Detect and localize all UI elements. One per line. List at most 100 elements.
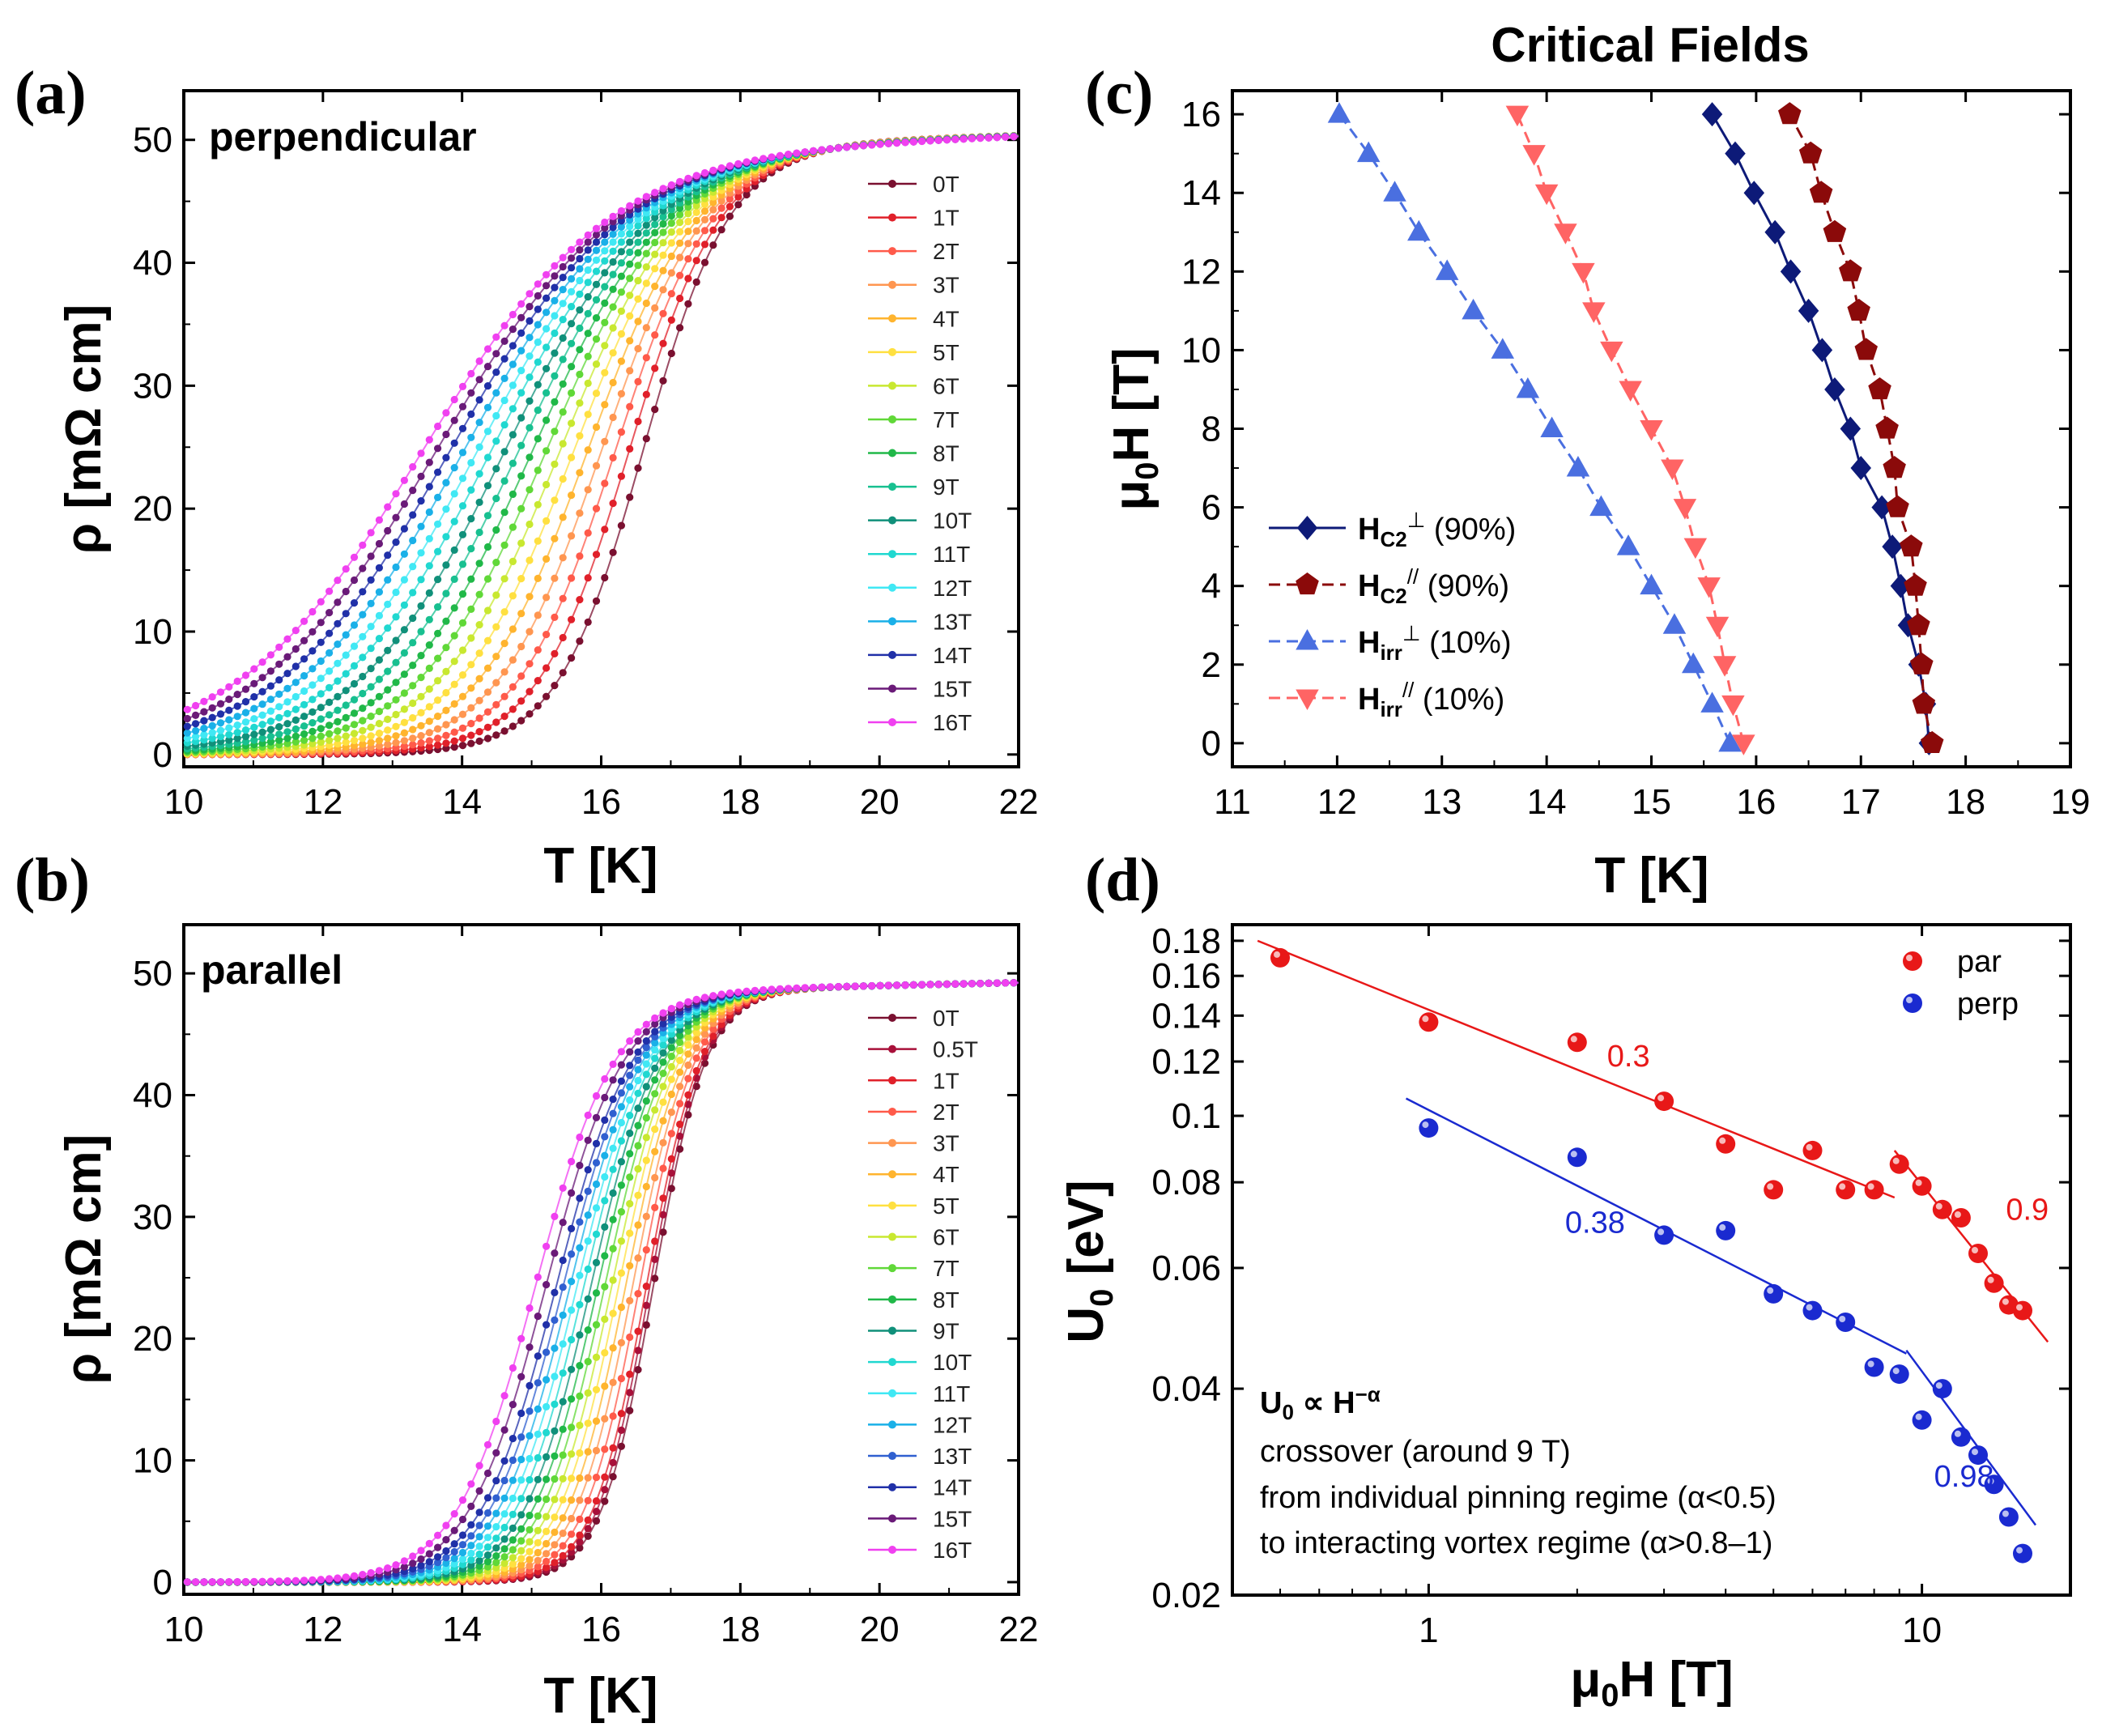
- data-point-8T: [508, 490, 517, 499]
- data-point-7T: [517, 1537, 526, 1545]
- data-point-16T: [266, 1577, 274, 1585]
- x-tick-label: 18: [721, 782, 760, 822]
- data-point-7T: [651, 1090, 659, 1098]
- data-point-14T: [609, 1096, 617, 1104]
- data-point-6T: [392, 710, 400, 719]
- data-point-9T: [241, 738, 250, 746]
- data-point-12T: [584, 1211, 592, 1219]
- x-tick-label: 10: [164, 782, 204, 822]
- data-point-11T: [592, 267, 601, 275]
- data-point-9T: [526, 423, 534, 432]
- data-point-5T: [508, 1560, 517, 1568]
- data-point-15T: [551, 1249, 559, 1257]
- data-point-hc2perp: [1840, 416, 1862, 441]
- data-point-1T: [601, 1473, 609, 1481]
- data-point-15T: [334, 598, 342, 606]
- data-point-0T: [592, 597, 601, 605]
- data-point-7T: [559, 1451, 567, 1459]
- data-point-par: [1951, 1208, 1971, 1228]
- panel-d-annotation: U0 ∝ H−α crossover (around 9 T) from ind…: [1260, 1382, 1776, 1560]
- data-point-13T: [592, 1159, 601, 1167]
- data-point-12T: [308, 681, 317, 689]
- data-point-3T: [642, 324, 650, 332]
- data-point-16T: [609, 212, 617, 220]
- data-point-2T: [458, 724, 467, 732]
- data-point-11T: [534, 1430, 542, 1438]
- data-point-highlight: [1570, 1036, 1577, 1043]
- data-point-15T: [434, 1543, 442, 1551]
- data-point-highlight: [1422, 1015, 1429, 1023]
- data-point-16T: [417, 449, 425, 457]
- data-point-15T: [483, 363, 492, 371]
- data-point-16T: [617, 206, 626, 215]
- data-point-15T: [233, 691, 241, 699]
- data-point-3T: [617, 389, 626, 398]
- data-point-hirrperp: [1516, 377, 1540, 398]
- data-point-8T: [384, 686, 392, 694]
- legend-label-tail: (10%): [1421, 626, 1512, 660]
- x-tick-label: 14: [442, 1610, 482, 1649]
- panel-b-xlabel: T [K]: [543, 1668, 657, 1724]
- data-point-16T: [559, 253, 567, 262]
- data-point-16T: [634, 1028, 642, 1036]
- data-point-16T: [768, 153, 776, 161]
- data-point-14T: [308, 647, 317, 655]
- legend-marker: [888, 180, 896, 188]
- data-point-16T: [450, 1510, 458, 1518]
- data-point-1T: [425, 742, 433, 751]
- data-point-16T: [951, 980, 960, 988]
- data-point-6T: [584, 1389, 592, 1397]
- y-tick-label: 14: [1181, 173, 1221, 213]
- data-point-13T: [601, 1133, 609, 1141]
- data-point-perp: [1654, 1225, 1674, 1245]
- data-point-13T: [442, 479, 450, 487]
- data-point-hirrperp: [1356, 141, 1381, 163]
- data-point-10T: [659, 206, 667, 215]
- data-point-16T: [634, 197, 642, 205]
- data-point-14T: [250, 693, 258, 701]
- data-point-9T: [601, 1223, 609, 1231]
- data-point-15T: [584, 238, 592, 246]
- data-point-16T: [291, 627, 300, 635]
- data-point-3T: [700, 215, 709, 223]
- legend-label: 0T: [933, 1006, 960, 1031]
- legend-marker: [1296, 689, 1319, 710]
- data-point-1T: [717, 214, 725, 222]
- data-point-3T: [667, 269, 675, 277]
- data-point-7T: [609, 1245, 617, 1253]
- data-point-1T: [634, 417, 642, 426]
- data-point-16T: [233, 1578, 241, 1586]
- data-point-13T: [266, 696, 274, 704]
- data-point-16T: [785, 151, 793, 159]
- data-point-2T: [475, 714, 483, 722]
- data-point-10T: [266, 725, 274, 734]
- data-point-1T: [609, 1444, 617, 1452]
- data-point-0T: [609, 548, 617, 556]
- data-point-0T: [534, 702, 542, 710]
- data-point-9T: [568, 1365, 576, 1373]
- data-point-6T: [508, 1554, 517, 1562]
- data-point-1T: [709, 226, 717, 234]
- data-point-10T: [642, 1070, 650, 1079]
- panel-a-curves: [183, 132, 1019, 759]
- data-point-8T: [676, 204, 684, 212]
- data-point-16T: [508, 1364, 517, 1372]
- data-point-hirrpar: [1522, 145, 1546, 166]
- legend-item-hirrperp: Hirr⊥ (10%): [1269, 621, 1512, 665]
- legend-marker: [888, 1170, 896, 1179]
- legend-label: 0.5T: [933, 1037, 978, 1062]
- curve-0T: [183, 979, 1019, 1586]
- data-point-7T: [534, 1512, 542, 1520]
- data-point-5T: [526, 556, 534, 564]
- data-point-0T: [634, 1366, 642, 1374]
- data-point-10T: [617, 248, 626, 256]
- data-point-9T: [617, 259, 626, 267]
- y-tick-label: 0.02: [1151, 1576, 1221, 1615]
- panel-b-label: (b): [15, 846, 90, 914]
- data-point-3T: [576, 1496, 584, 1504]
- data-point-6T: [492, 1564, 500, 1572]
- data-point-1T: [576, 596, 584, 604]
- data-point-0T: [576, 637, 584, 645]
- data-point-11T: [617, 238, 626, 246]
- data-point-16T: [183, 1578, 191, 1586]
